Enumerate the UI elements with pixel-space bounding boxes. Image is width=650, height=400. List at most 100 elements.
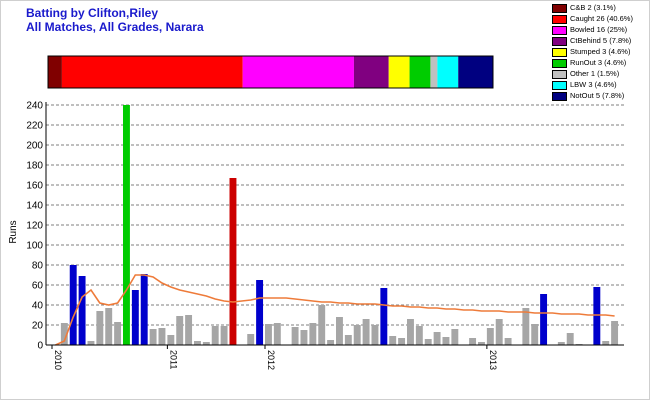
innings-bar (194, 341, 201, 345)
dismissal-segment-ctbehind (353, 56, 389, 88)
legend-label: RunOut 3 (4.6%) (570, 58, 627, 67)
innings-bar (96, 311, 104, 345)
y-tick-label: 60 (32, 281, 44, 292)
innings-bar (433, 332, 441, 345)
innings-bar (69, 265, 77, 345)
y-axis-label: Runs (8, 220, 19, 243)
dismissal-segment-other (430, 56, 438, 88)
innings-bar (566, 333, 574, 345)
x-year-label: 2013 (488, 350, 498, 370)
innings-bar (256, 280, 264, 345)
innings-bar (353, 325, 361, 345)
y-tick-label: 0 (37, 341, 43, 352)
innings-bar (105, 308, 113, 345)
legend-swatch (552, 25, 567, 35)
innings-bar (309, 323, 317, 345)
innings-bar (327, 340, 335, 345)
y-tick-label: 120 (26, 221, 43, 232)
innings-bar (362, 319, 370, 345)
dismissal-segment-caught (61, 56, 243, 88)
innings-bar (318, 305, 326, 345)
innings-bar (202, 342, 210, 345)
innings-bar (389, 336, 397, 345)
y-tick-label: 20 (32, 321, 44, 332)
average-line-group (55, 274, 615, 346)
y-tick-label: 220 (26, 121, 43, 132)
y-tick-label: 180 (26, 161, 43, 172)
innings-bar (415, 326, 423, 345)
average-line (55, 274, 615, 346)
innings-bar (140, 274, 148, 345)
legend-swatch (552, 58, 567, 68)
innings-bar (611, 321, 619, 345)
innings-bar (149, 329, 157, 345)
innings-bars (60, 105, 619, 345)
legend-swatch (552, 80, 567, 90)
legend-label: LBW 3 (4.6%) (570, 80, 617, 89)
legend-item: RunOut 3 (4.6%) (552, 58, 633, 69)
legend-item: Caught 26 (40.6%) (552, 14, 633, 25)
x-year-label: 2012 (266, 350, 276, 370)
innings-bar (78, 276, 86, 345)
innings-bar (504, 338, 512, 345)
legend-label: Stumped 3 (4.6%) (570, 47, 631, 56)
legend-swatch (552, 36, 567, 46)
dismissal-segment-notout (458, 56, 493, 88)
y-tick-label: 80 (32, 261, 44, 272)
innings-bar (495, 319, 503, 345)
legend-swatch (552, 47, 567, 57)
chart-title: Batting by Clifton,Riley (26, 6, 158, 20)
legend-swatch (552, 69, 567, 79)
dismissal-segment-stumped (388, 56, 410, 88)
innings-bar (185, 315, 193, 345)
innings-bar (87, 341, 95, 345)
innings-bar (398, 338, 406, 345)
legend-item: Bowled 16 (25%) (552, 25, 633, 36)
innings-bar (131, 290, 139, 345)
dismissal-segment-lbw (437, 56, 459, 88)
innings-bar (220, 326, 228, 345)
innings-bar (593, 287, 601, 345)
innings-bar (371, 325, 379, 345)
legend-swatch (552, 14, 567, 24)
legend-item: Stumped 3 (4.6%) (552, 47, 633, 58)
y-tick-label: 200 (26, 141, 43, 152)
innings-bar (167, 335, 175, 345)
innings-bar (424, 339, 432, 345)
dismissal-segment-runout (409, 56, 431, 88)
innings-bar (158, 328, 166, 345)
innings-bar (336, 317, 343, 345)
legend-item: LBW 3 (4.6%) (552, 80, 633, 91)
legend-label: NotOut 5 (7.8%) (570, 91, 625, 100)
innings-bar (123, 105, 130, 345)
innings-bar (211, 326, 219, 345)
innings-bar (265, 324, 272, 345)
dismissal-bar-border (47, 55, 494, 89)
innings-bar (344, 335, 352, 345)
axes: 2010201120122013201420152016201720182019 (45, 102, 624, 370)
innings-bar (380, 288, 388, 345)
legend-label: Bowled 16 (25%) (570, 25, 628, 34)
innings-bar (442, 337, 450, 345)
innings-bar (229, 178, 237, 345)
y-tick-label: 100 (26, 241, 43, 252)
chart-subtitle: All Matches, All Grades, Narara (26, 20, 204, 34)
legend-label: CtBehind 5 (7.8%) (570, 36, 632, 45)
innings-bar (60, 323, 68, 345)
legend-label: Caught 26 (40.6%) (570, 14, 633, 23)
innings-bar (247, 334, 255, 345)
innings-bar (176, 316, 184, 345)
dismissal-proportion-bar (47, 55, 494, 89)
x-year-label: 2010 (53, 350, 63, 370)
legend-item: Other 1 (1.5%) (552, 69, 633, 80)
legend-label: Other 1 (1.5%) (570, 69, 620, 78)
legend-item: C&B 2 (3.1%) (552, 3, 633, 14)
innings-bar (273, 323, 281, 345)
innings-bar (114, 322, 122, 345)
innings-bar (407, 319, 414, 345)
innings-bar (451, 329, 459, 345)
innings-bar (469, 338, 477, 345)
innings-bar (540, 294, 548, 345)
innings-bar (531, 324, 539, 345)
